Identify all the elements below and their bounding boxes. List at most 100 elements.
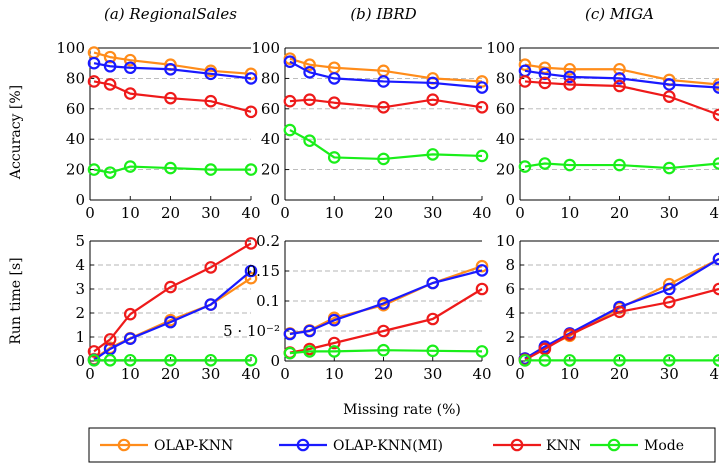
accuracy-a-x-tick-label: 0: [85, 204, 95, 222]
accuracy-b-point-olap-knn-mi: [283, 55, 297, 68]
accuracy-b-point-olap-knn-mi: [377, 75, 390, 88]
runtime-a-point-mode: [87, 353, 101, 367]
runtime-a-point-olap-knn-mi: [244, 264, 258, 278]
runtime-c-y-tick-label: 8: [505, 256, 515, 274]
accuracy-a-point-olap-knn-mi: [87, 56, 101, 70]
accuracy-b-point-olap-knn-mi: [426, 76, 440, 90]
runtime-b-point-mode: [303, 345, 316, 358]
accuracy-c-line-knn: [524, 80, 719, 116]
runtime-a-point-knn: [164, 280, 177, 294]
accuracy-c-point-mode: [538, 157, 552, 170]
accuracy-c-y-tick-label: 80: [496, 69, 515, 87]
runtime-b-y-tick-label: 0.15: [247, 262, 280, 280]
accuracy-b-point-olap-knn-mi: [327, 72, 341, 85]
runtime-a-x-tick-label: 20: [161, 365, 180, 383]
runtime-y-axis-label: Run time [s]: [8, 257, 24, 344]
runtime-a-point-knn: [87, 345, 101, 358]
runtime-a-y-tick-label: 1: [75, 328, 85, 346]
runtime-c-point-knn: [563, 328, 577, 341]
runtime-c-y-tick-label: 0: [505, 352, 515, 370]
accuracy-c-point-knn: [563, 78, 577, 91]
chart-accuracy-c: 0 20 40 60 80 100 0 10 20 30 40 (c) MIGA: [486, 5, 719, 222]
accuracy-c-title: (c) MIGA: [585, 5, 654, 23]
accuracy-c-point-olap-knn-mi: [563, 70, 577, 84]
accuracy-b-point-mode: [327, 151, 341, 164]
accuracy-a-point-knn: [123, 87, 137, 100]
accuracy-c-y-tick-label: 20: [496, 161, 515, 179]
accuracy-a-y-tick-label: 100: [56, 39, 85, 57]
runtime-b-point-olap-knn-mi: [327, 313, 341, 327]
accuracy-b-x-tick-label: 40: [472, 204, 491, 222]
runtime-a-point-olap-knn-mi: [164, 315, 177, 329]
accuracy-b-line-mode: [289, 129, 483, 161]
legend-item-olap-knn-mi: OLAP-KNN(MI): [279, 438, 443, 454]
accuracy-a-point-olap-knn-mi: [204, 67, 218, 81]
runtime-c-y-tick-label: 10: [496, 232, 515, 250]
accuracy-a-point-mode: [204, 163, 218, 176]
accuracy-b-point-knn: [426, 93, 440, 106]
runtime-c-x-tick-label: 10: [560, 365, 579, 383]
runtime-a-point-mode: [103, 353, 117, 367]
legend: OLAP-KNN OLAP-KNN(MI) KNN Mode: [88, 427, 716, 463]
runtime-a-y-tick-label: 5: [75, 232, 85, 250]
runtime-a-x-tick-label: 40: [241, 365, 260, 383]
chart-accuracy-a: 0 20 40 60 80 100 0 10 20 30 40 (a) RegionalSales: [56, 5, 260, 222]
accuracy-c-point-olap-knn-mi: [613, 72, 626, 85]
runtime-b-x-tick-label: 0: [280, 365, 290, 383]
runtime-a-y-tick-label: 4: [75, 256, 85, 274]
runtime-a-point-knn: [244, 237, 258, 250]
accuracy-a-line-olap-knn-mi: [93, 62, 252, 80]
accuracy-a-point-olap-knn-mi: [103, 59, 117, 73]
runtime-b-x-tick-label: 30: [423, 365, 442, 383]
accuracy-b-point-knn: [303, 93, 316, 106]
legend-marker-knn: [510, 438, 524, 452]
accuracy-a-title: (a) RegionalSales: [104, 5, 237, 23]
accuracy-c-line-olap-knn: [524, 63, 719, 86]
runtime-a-x-tick-label: 30: [201, 365, 220, 383]
runtime-c-point-mode: [518, 354, 532, 367]
accuracy-a-point-knn: [244, 105, 258, 119]
chart-runtime-b: 0 5 · 10⁻² 0.1 0.15 0.2 0 10 20 30 40: [223, 232, 491, 383]
accuracy-a-point-olap-knn-mi: [164, 62, 177, 76]
runtime-c-x-tick-label: 30: [660, 365, 679, 383]
accuracy-b-y-tick-label: 0: [270, 191, 280, 209]
accuracy-c-line-mode: [524, 162, 719, 170]
accuracy-a-point-knn: [204, 94, 218, 108]
accuracy-a-point-olap-knn: [244, 67, 258, 81]
accuracy-b-point-olap-knn-mi: [475, 81, 489, 94]
runtime-b-y-tick-label: 5 · 10⁻²: [223, 322, 280, 340]
runtime-b-point-mode: [426, 344, 440, 358]
accuracy-b-x-tick-label: 30: [423, 204, 442, 222]
accuracy-a-point-knn: [103, 78, 117, 91]
legend-label-olap-knn-mi: OLAP-KNN(MI): [333, 438, 443, 454]
accuracy-b-line-olap-knn-mi: [289, 60, 483, 89]
runtime-a-point-olap-knn-mi: [204, 298, 218, 311]
legend-marker-mode: [607, 438, 621, 452]
accuracy-b-x-tick-label: 10: [325, 204, 344, 222]
accuracy-c-x-tick-label: 20: [610, 204, 629, 222]
chart-runtime-c: 0 2 4 6 8 10 0 10 20 30 40: [496, 232, 719, 383]
accuracy-a-y-tick-label: 40: [66, 130, 85, 148]
legend-item-mode: Mode: [590, 438, 684, 454]
accuracy-a-point-mode: [103, 166, 117, 179]
accuracy-a-y-tick-label: 20: [66, 161, 85, 179]
accuracy-a-line-mode: [93, 165, 251, 174]
runtime-b-x-tick-label: 20: [374, 365, 393, 383]
runtime-a-point-knn: [103, 333, 117, 346]
accuracy-b-point-knn: [377, 100, 390, 114]
runtime-c-line-knn: [524, 287, 719, 361]
runtime-c-y-tick-label: 4: [505, 304, 515, 322]
accuracy-b-point-olap-knn: [303, 58, 316, 72]
accuracy-a-x-tick-label: 10: [121, 204, 140, 222]
accuracy-b-point-mode: [475, 149, 489, 163]
accuracy-c-y-tick-label: 40: [496, 130, 515, 148]
runtime-b-x-tick-label: 40: [472, 365, 491, 383]
runtime-b-line-olap-knn-mi: [289, 269, 483, 336]
runtime-a-y-tick-label: 0: [75, 352, 85, 370]
accuracy-b-x-tick-label: 20: [374, 204, 393, 222]
runtime-c-point-mode: [563, 354, 577, 367]
runtime-a-y-tick-label: 2: [75, 304, 85, 322]
accuracy-a-line-knn: [93, 80, 252, 113]
